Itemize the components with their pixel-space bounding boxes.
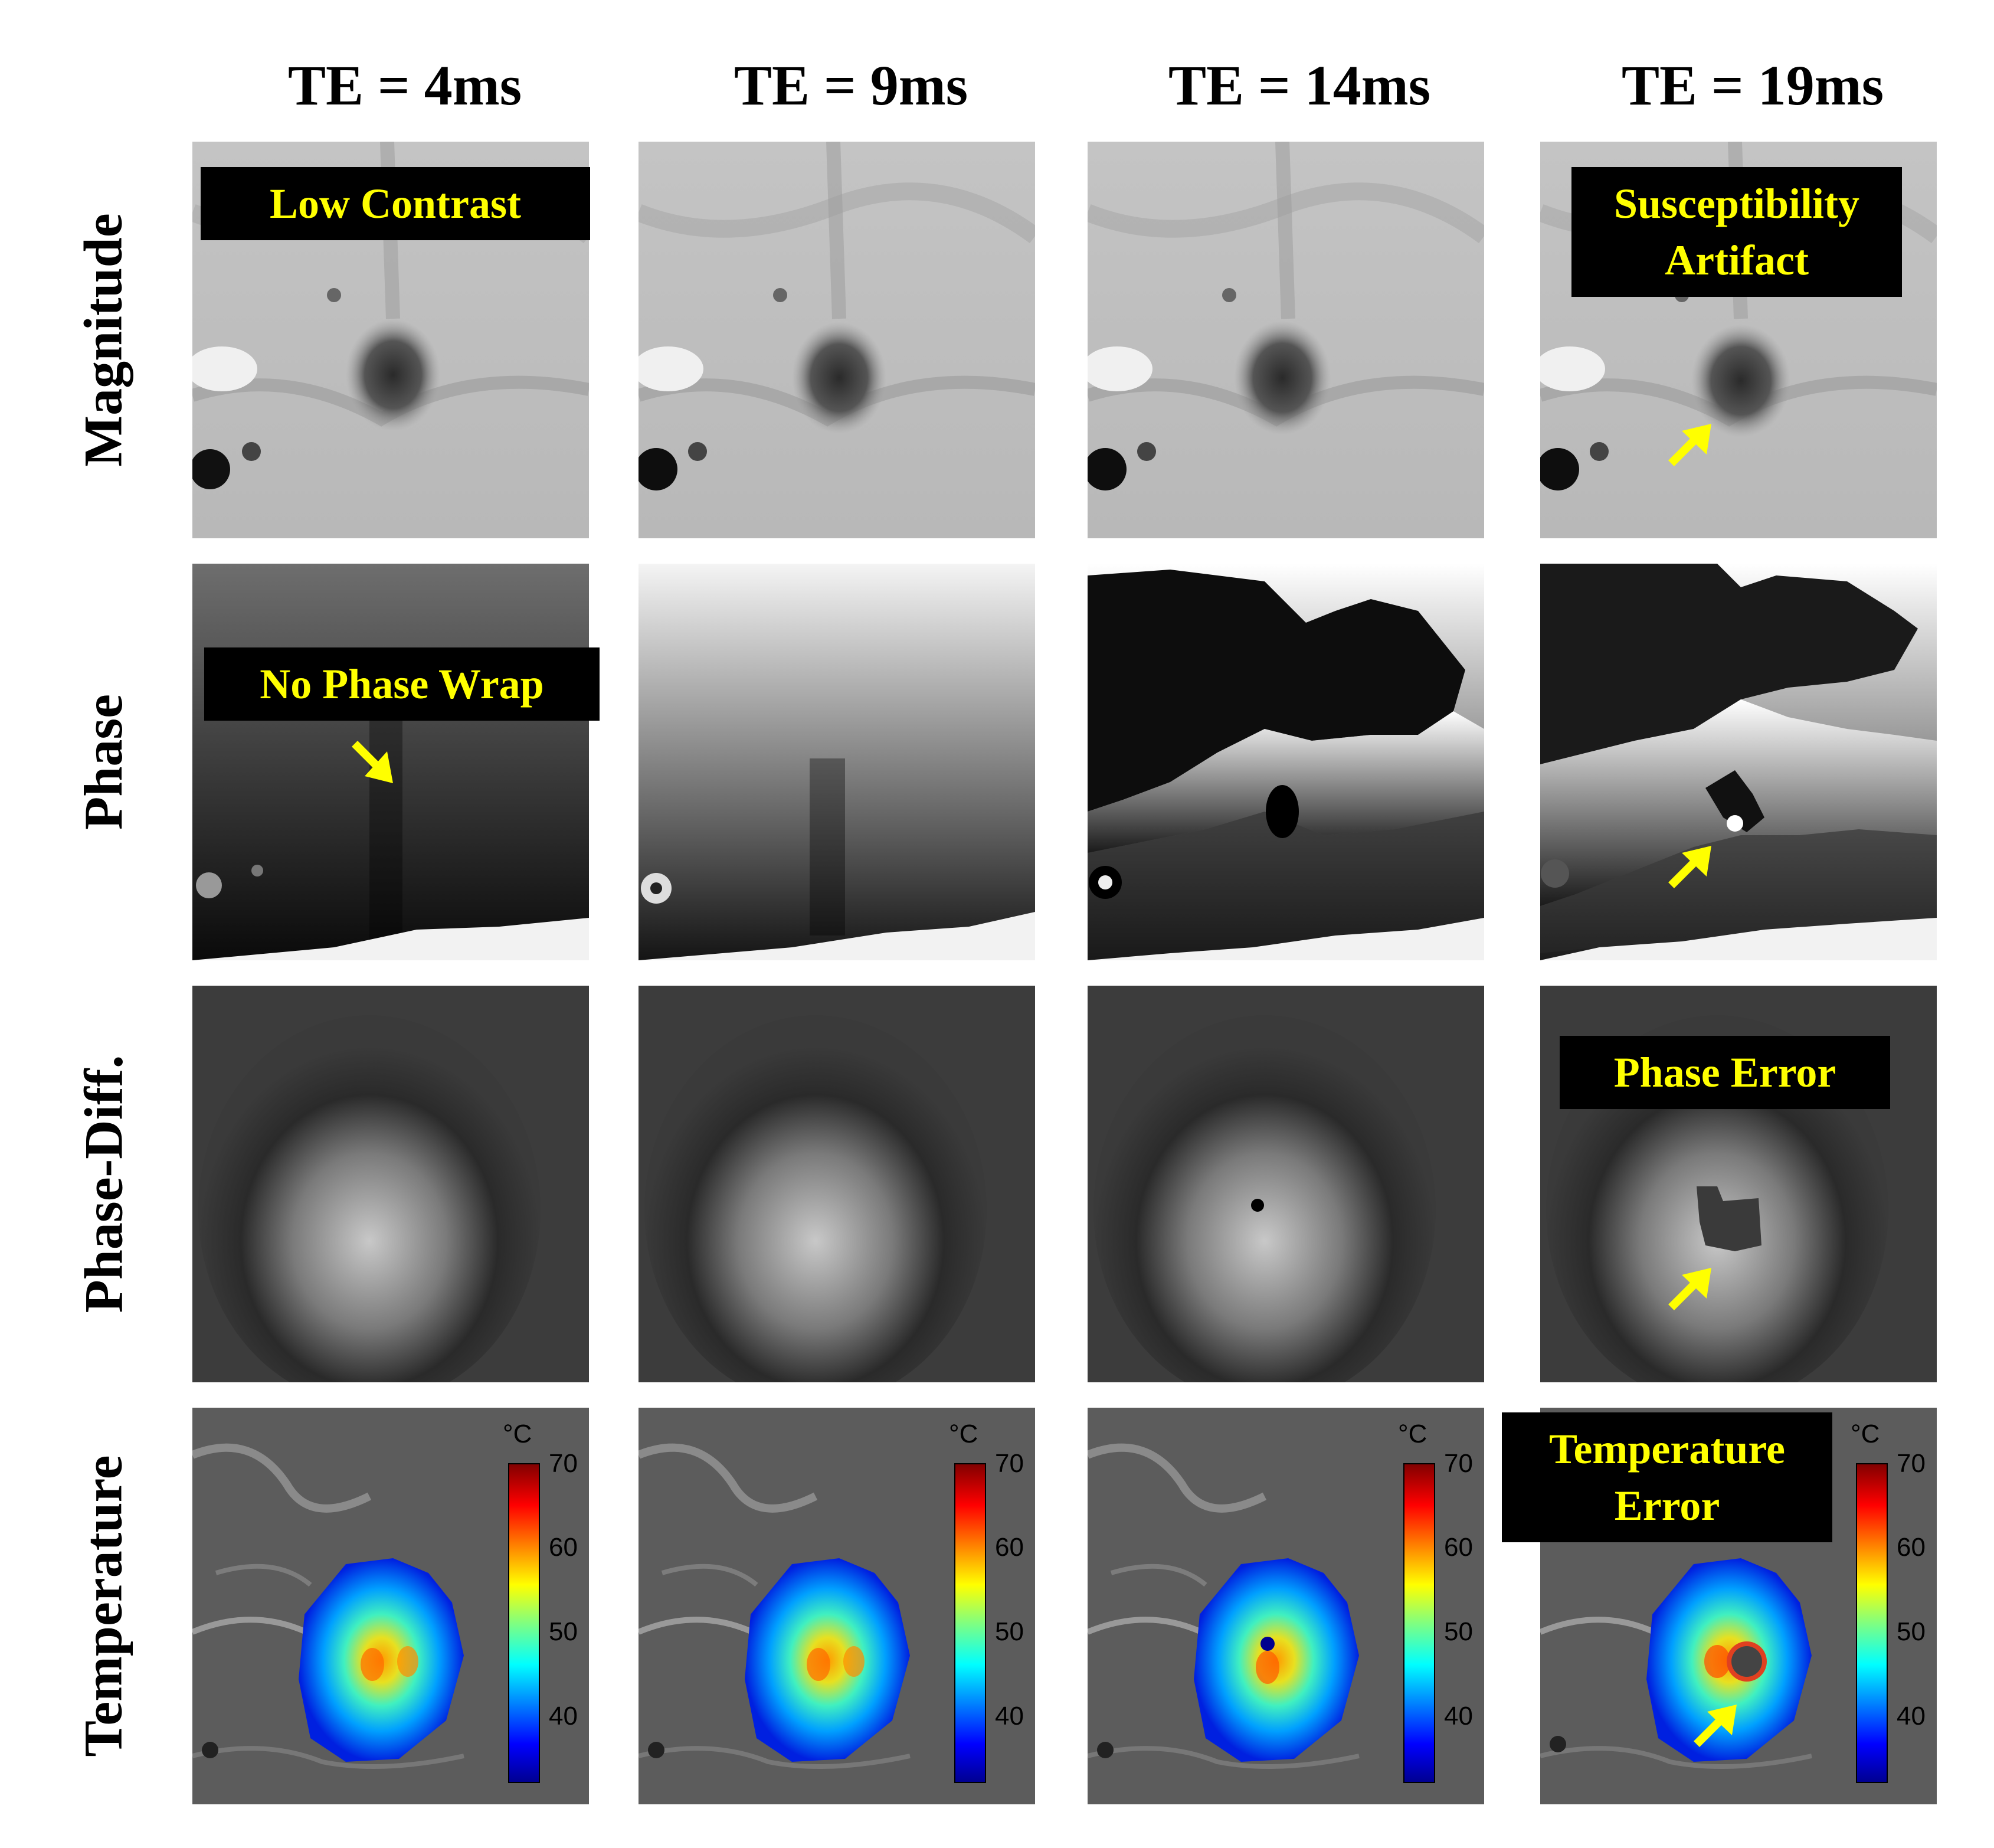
column-title-te-14ms: TE = 14ms: [1168, 54, 1431, 117]
temperature-map-te4: [192, 1408, 589, 1804]
magnitude-image-te9: [639, 142, 1035, 538]
colorbar-tick: 70: [1444, 1449, 1473, 1478]
row-title-phase: Phase: [71, 564, 136, 960]
arrow-icon: [352, 741, 393, 783]
phase-diff-image-te9: [639, 986, 1035, 1382]
colorbar-unit: °C: [1398, 1419, 1427, 1448]
phase-image-te4: [192, 564, 589, 960]
colorbar-tick: 70: [1897, 1449, 1926, 1478]
colorbar-unit: °C: [503, 1419, 532, 1448]
phase-diff-image-te4: [192, 986, 589, 1382]
temperature-map-te14: [1088, 1408, 1484, 1804]
colorbar-tick: 60: [1897, 1533, 1926, 1562]
column-title-te-4ms: TE = 4ms: [287, 54, 522, 117]
arrow-icon: [1668, 1268, 1711, 1310]
colorbar-tick: 50: [1897, 1617, 1926, 1646]
colorbar-tick: 70: [549, 1449, 578, 1478]
column-title-te-9ms: TE = 9ms: [734, 54, 968, 117]
colorbar-tick: 50: [995, 1617, 1024, 1646]
colorbar-tick: 60: [549, 1533, 578, 1562]
phase-image-te19: [1540, 564, 1937, 960]
colorbar-tick: 60: [1444, 1533, 1473, 1562]
phase-image-te9: [639, 564, 1035, 960]
phase-diff-image-te14: [1088, 986, 1484, 1382]
colorbar-tick: 40: [995, 1702, 1024, 1731]
colorbar-tick: 40: [1444, 1702, 1473, 1731]
phase-image-te14: [1088, 564, 1484, 960]
temperature-map-te9: [639, 1408, 1035, 1804]
colorbar-tick: 60: [995, 1533, 1024, 1562]
row-title-temperature-text: Temperature: [73, 1455, 133, 1757]
row-title-magnitude-text: Magnitude: [73, 213, 133, 467]
row-title-temperature: Temperature: [71, 1408, 136, 1804]
arrow-icon: [1668, 424, 1711, 466]
row-title-phase-diff-text: Phase-Diff.: [73, 1055, 134, 1313]
arrow-icon: [1694, 1705, 1737, 1747]
row-title-phase-text: Phase: [73, 694, 133, 830]
colorbar-tick: 50: [1444, 1617, 1473, 1646]
annotation-low-contrast: Low Contrast: [201, 167, 590, 240]
magnitude-image-te14: [1088, 142, 1484, 538]
colorbar-unit: °C: [949, 1419, 978, 1448]
arrow-icon: [1668, 846, 1711, 888]
annotation-no-phase-wrap: No Phase Wrap: [204, 647, 600, 721]
colorbar-tick: 70: [995, 1449, 1024, 1478]
colorbar-tick: 40: [1897, 1702, 1926, 1731]
column-title-te-19ms: TE = 19ms: [1621, 54, 1884, 117]
colorbar-tick: 40: [549, 1702, 578, 1731]
row-title-magnitude: Magnitude: [71, 142, 136, 538]
annotation-phase-error: Phase Error: [1560, 1036, 1890, 1109]
row-title-phase-diff: Phase-Diff.: [71, 986, 136, 1382]
colorbar-tick: 50: [549, 1617, 578, 1646]
annotation-temperature-error: Temperature Error: [1502, 1412, 1832, 1542]
colorbar-unit: °C: [1851, 1419, 1880, 1448]
annotation-susceptibility-artifact: Susceptibility Artifact: [1571, 167, 1902, 297]
